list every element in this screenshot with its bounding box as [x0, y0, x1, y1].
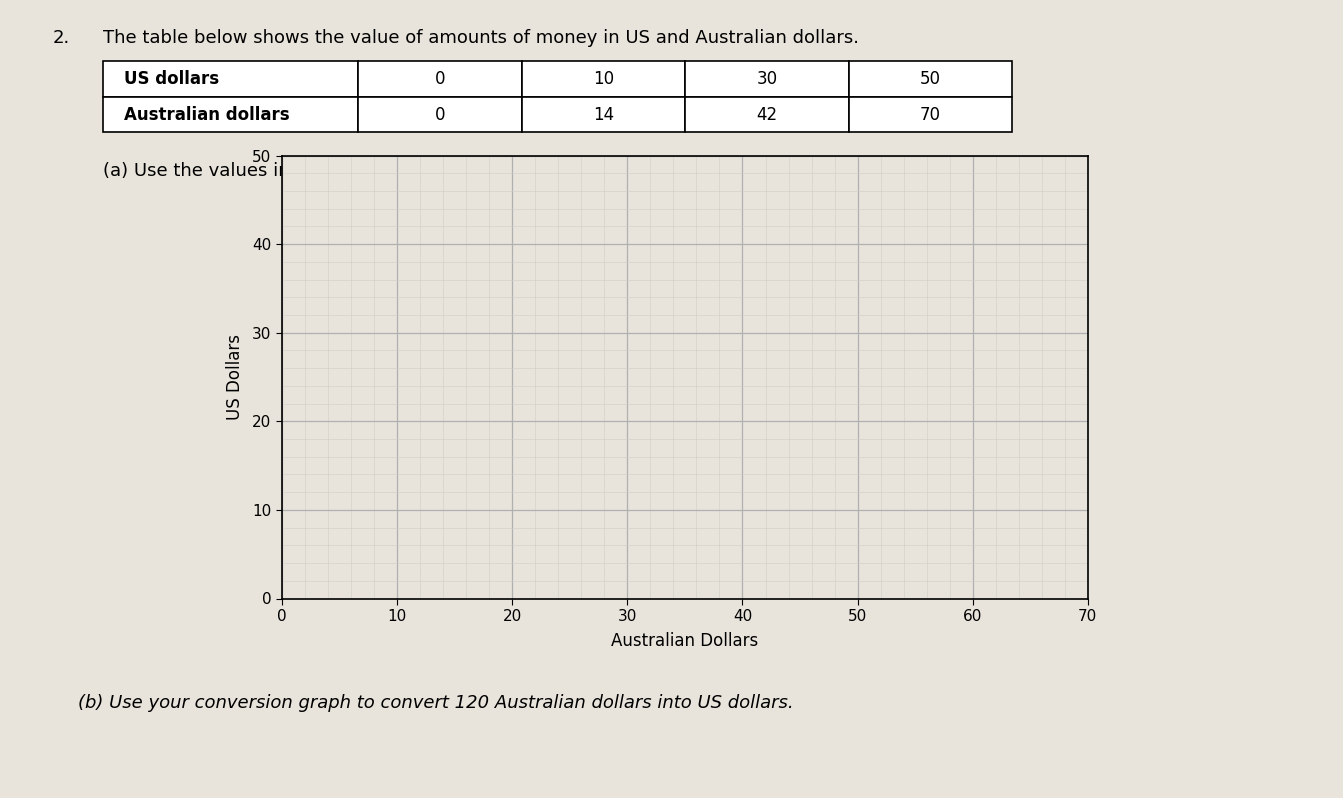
Bar [103, 97, 359, 132]
Bar [359, 97, 521, 132]
Bar [521, 97, 685, 132]
Bar [849, 61, 1013, 97]
Bar [685, 97, 849, 132]
Bar [103, 61, 359, 97]
Bar [359, 61, 521, 97]
Text: US dollars: US dollars [124, 70, 219, 88]
Bar [685, 61, 849, 97]
Text: 42: 42 [756, 105, 778, 124]
Text: 30: 30 [756, 70, 778, 88]
Bar [849, 97, 1013, 132]
Text: 50: 50 [920, 70, 941, 88]
Text: 2.: 2. [52, 29, 70, 47]
Y-axis label: US Dollars: US Dollars [226, 334, 244, 420]
Text: Australian dollars: Australian dollars [124, 105, 289, 124]
X-axis label: Australian Dollars: Australian Dollars [611, 632, 759, 650]
Text: 14: 14 [592, 105, 614, 124]
Text: 10: 10 [592, 70, 614, 88]
Text: 0: 0 [435, 105, 445, 124]
Text: 70: 70 [920, 105, 941, 124]
Text: (b) Use your conversion graph to convert 120 Australian dollars into US dollars.: (b) Use your conversion graph to convert… [78, 694, 794, 712]
Text: 0: 0 [435, 70, 445, 88]
Text: (a) Use the values in the table to plot a conversion graph.: (a) Use the values in the table to plot … [103, 162, 626, 180]
Text: The table below shows the value of amounts of money in US and Australian dollars: The table below shows the value of amoun… [103, 29, 860, 47]
Bar [521, 61, 685, 97]
